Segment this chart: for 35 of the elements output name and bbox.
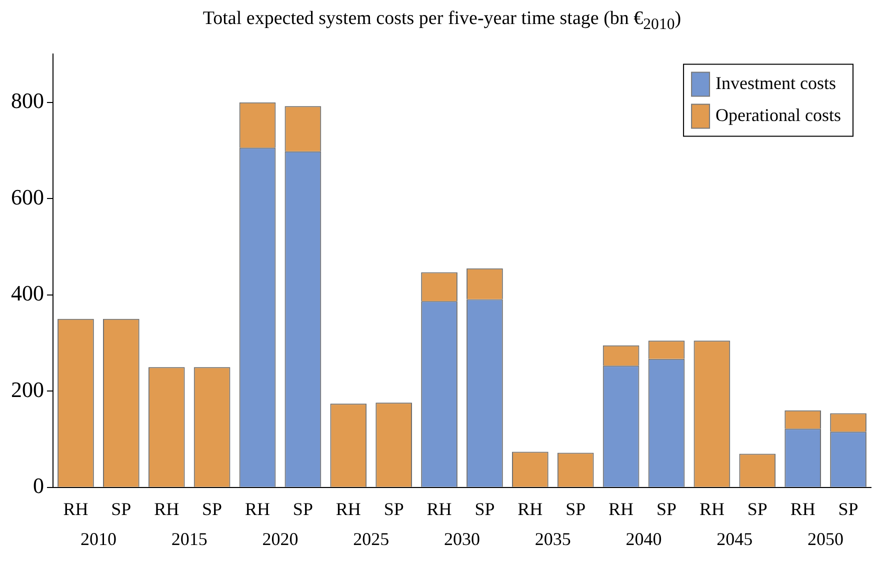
x-tick-label: RH — [699, 498, 724, 519]
x-tick-label: SP — [111, 498, 132, 519]
x-tick-label: RH — [336, 498, 361, 519]
y-tick-label: 400 — [11, 280, 44, 306]
x-tick-label: RH — [63, 498, 88, 519]
x-tick-label: SP — [202, 498, 222, 519]
y-tick-label: 0 — [33, 473, 44, 498]
text: 2020 — [262, 529, 298, 550]
x-tick-label: RH — [244, 498, 270, 519]
text: 2040 — [626, 529, 662, 550]
x-tick-label: RH — [426, 498, 452, 519]
legend-label: Investment costs — [716, 72, 836, 93]
x-tick-label: SP — [566, 498, 586, 519]
y-tick-label: 200 — [11, 376, 44, 402]
x-tick-label: SP — [474, 498, 495, 519]
y-tick-label: 600 — [11, 184, 44, 210]
x-tick-label: SP — [747, 498, 768, 519]
text: 2030 — [444, 529, 480, 550]
text: 2050 — [808, 529, 844, 550]
x-tick-label: SP — [838, 498, 858, 519]
x-tick-label: SP — [384, 498, 404, 519]
text: 2045 — [716, 529, 753, 550]
x-tick-label: RH — [518, 498, 543, 519]
y-tick-label: 800 — [11, 88, 44, 114]
legend-label: Operational costs — [716, 104, 842, 125]
text: 2010 — [80, 529, 116, 550]
x-tick-label: SP — [656, 498, 677, 519]
x-tick-label: RH — [154, 498, 180, 519]
text: 2015 — [171, 529, 208, 550]
text: 2025 — [353, 529, 390, 550]
x-tick-label: SP — [292, 498, 313, 519]
text: 2035 — [534, 529, 571, 550]
x-tick-label: RH — [608, 498, 634, 519]
chart-title: Total expected system costs per five-year time stage (bn €$_{2010}$) — [202, 8, 682, 35]
x-tick-label: RH — [790, 498, 816, 519]
